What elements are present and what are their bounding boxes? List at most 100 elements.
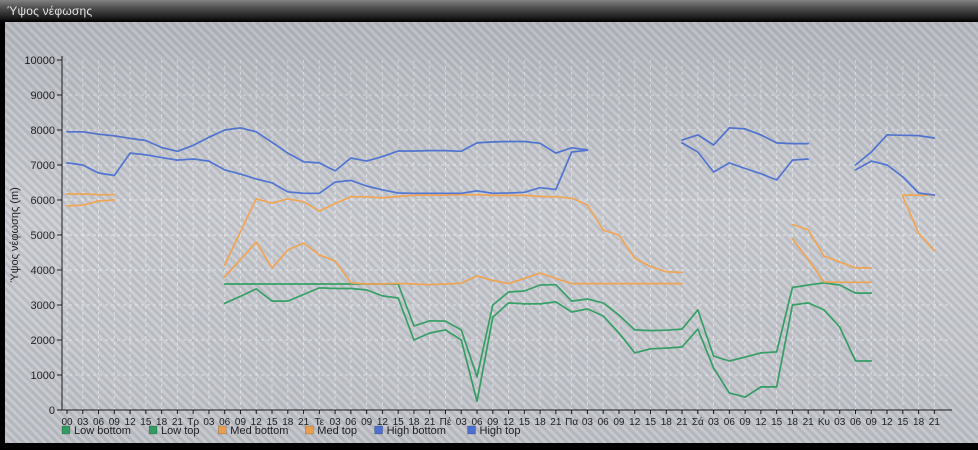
- legend-label-high-top: High top: [480, 425, 521, 437]
- x-tick-label: Τρ: [187, 417, 199, 428]
- y-tick-label: 0: [49, 405, 55, 417]
- x-tick-label: 09: [487, 417, 499, 428]
- y-tick-label: 5000: [31, 230, 55, 242]
- x-tick-label: 21: [929, 417, 941, 428]
- x-tick-label: 12: [881, 417, 893, 428]
- series-line-high-bottom: [681, 142, 810, 181]
- x-tick-label: 18: [282, 417, 294, 428]
- x-tick-label: 06: [598, 417, 610, 428]
- x-tick-label: 12: [755, 417, 767, 428]
- x-tick-label: 03: [330, 417, 342, 428]
- x-tick-label: 15: [897, 417, 909, 428]
- y-axis-title: Ύψος νέφωσης (m): [9, 187, 21, 283]
- series-line-med-bottom: [901, 195, 936, 252]
- chart-panel: 0 1000 2000 3000 4000 5000 6000 7000 8000 9000 100…: [5, 22, 978, 443]
- x-tick-label: 00: [61, 417, 73, 428]
- x-tick-label: 03: [203, 417, 215, 428]
- x-tick-label: 21: [298, 417, 310, 428]
- series-line-med-top: [223, 193, 683, 274]
- x-tick-label: 18: [787, 417, 799, 428]
- y-tick-label: 2000: [31, 335, 55, 347]
- legend-swatch-high-bottom: [374, 425, 383, 435]
- x-tick-label: 21: [172, 417, 184, 428]
- x-tick-label: 03: [834, 417, 846, 428]
- x-tick-label: 21: [424, 417, 436, 428]
- series-line-med-bottom: [223, 241, 683, 286]
- x-tick-label: 12: [629, 417, 641, 428]
- x-tick-label: Πα: [565, 417, 578, 428]
- y-tick-label: 3000: [31, 300, 55, 312]
- x-tick-label: 15: [266, 417, 278, 428]
- window-title: Ύψος νέφωσης: [7, 4, 93, 18]
- window-title-bar: Ύψος νέφωσης: [0, 0, 978, 22]
- x-tick-label: 15: [645, 417, 657, 428]
- x-tick-label: 12: [377, 417, 389, 428]
- x-tick-label: 09: [613, 417, 625, 428]
- series-line-high-bottom: [854, 160, 936, 196]
- y-tick-label: 9000: [31, 90, 55, 102]
- x-tick-label: 09: [361, 417, 373, 428]
- legend-swatch-low-top: [148, 425, 158, 435]
- x-tick-label: 09: [866, 417, 878, 428]
- x-tick-label: 06: [93, 417, 105, 428]
- legend-label-high-bottom: High bottom: [387, 425, 446, 437]
- legend-swatch-med-bottom: [218, 425, 227, 435]
- x-tick-label: 09: [740, 417, 752, 428]
- y-tick-label: 6000: [31, 195, 55, 207]
- x-tick-label: 06: [724, 417, 736, 428]
- x-tick-label: 15: [519, 417, 531, 428]
- x-tick-label: 09: [109, 417, 121, 428]
- series-line-med-top: [66, 193, 116, 196]
- legend-swatch-low-bottom: [61, 425, 71, 435]
- y-tick-label: 7000: [31, 160, 55, 172]
- series-line-low-top: [223, 282, 873, 378]
- x-tick-label: 18: [535, 417, 547, 428]
- legend-swatch-high-top: [467, 425, 476, 435]
- x-tick-label: 03: [582, 417, 594, 428]
- x-tick-label: 21: [676, 417, 688, 428]
- x-tick-label: 06: [219, 417, 231, 428]
- y-tick-label: 10000: [24, 55, 55, 67]
- x-tick-label: 09: [235, 417, 247, 428]
- legend-label-low-bottom: Low bottom: [74, 425, 131, 437]
- x-tick-label: 18: [408, 417, 420, 428]
- series-line-med-bottom: [791, 237, 873, 284]
- x-tick-label: 12: [125, 417, 137, 428]
- x-tick-label: 03: [456, 417, 468, 428]
- x-tick-label: 15: [393, 417, 405, 428]
- series-line-high-top: [681, 127, 810, 146]
- x-tick-label: Κυ: [818, 417, 830, 428]
- cloud-height-chart: 0 1000 2000 3000 4000 5000 6000 7000 8000 9000 100…: [9, 55, 952, 437]
- y-tick-label: 8000: [31, 125, 55, 137]
- legend-label-med-bottom: Med bottom: [230, 425, 288, 437]
- x-tick-label: 12: [503, 417, 515, 428]
- y-tick-label: 4000: [31, 265, 55, 277]
- x-tick-label: 21: [803, 417, 815, 428]
- series-line-high-top: [66, 127, 589, 172]
- x-tick-label: 15: [771, 417, 783, 428]
- x-tick-label: 18: [661, 417, 673, 428]
- series-line-high-bottom: [66, 149, 589, 195]
- x-tick-label: 18: [913, 417, 925, 428]
- x-tick-label: 06: [345, 417, 357, 428]
- series-line-med-top: [791, 223, 873, 269]
- legend-label-low-top: Low top: [161, 425, 200, 437]
- x-tick-label: 15: [140, 417, 152, 428]
- x-tick-label: 18: [156, 417, 168, 428]
- legend-label-med-top: Med top: [317, 425, 357, 437]
- x-tick-label: 21: [550, 417, 562, 428]
- x-tick-label: 06: [471, 417, 483, 428]
- x-tick-label: 03: [77, 417, 89, 428]
- x-tick-label: Σά: [692, 416, 704, 428]
- series-line-high-top: [854, 134, 936, 166]
- series-line-low-bottom: [223, 287, 873, 403]
- x-tick-label: 12: [251, 417, 263, 428]
- legend-swatch-med-top: [305, 425, 314, 435]
- x-tick-label: 06: [850, 417, 862, 428]
- series-line-med-bottom: [66, 199, 116, 207]
- x-tick-label: 03: [708, 417, 720, 428]
- y-tick-label: 1000: [31, 370, 55, 382]
- x-tick-label: Τε: [315, 417, 325, 428]
- x-tick-label: Πέ: [440, 416, 452, 428]
